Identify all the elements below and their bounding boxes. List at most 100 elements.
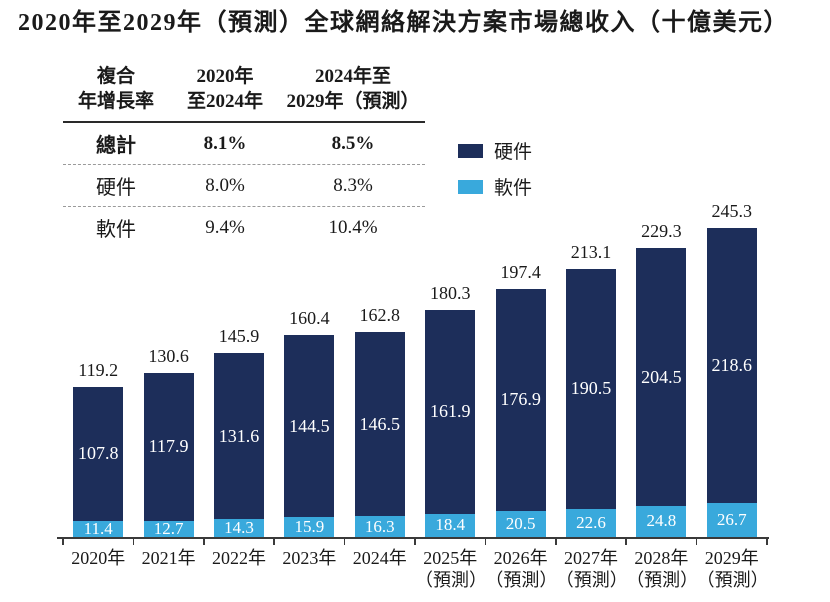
cagr-header-metric-line2: 年增長率 xyxy=(77,91,154,112)
legend-item-software: 軟件 xyxy=(458,173,532,200)
axis-tick xyxy=(766,537,768,545)
bar-segment-hardware: 117.9 xyxy=(143,372,194,521)
x-axis-label: 2022年 xyxy=(204,547,274,569)
x-axis-label: 2025年 （預測） xyxy=(415,547,487,591)
bar-segment-hardware: 144.5 xyxy=(284,335,335,517)
chart-title: 2020年至2029年（預測）全球網絡解決方案市場總收入（十億美元） xyxy=(18,10,789,36)
bar-total-label: 160.4 xyxy=(289,308,330,329)
table-row-hardware: 硬件 8.0% 8.3% xyxy=(63,165,425,207)
axis-tick xyxy=(414,537,416,545)
x-axis-label-year: 2028年 xyxy=(634,548,689,568)
bar-total-label: 197.4 xyxy=(500,261,541,282)
bar-total-label: 130.6 xyxy=(148,345,189,366)
x-axis-label-forecast: （預測） xyxy=(485,570,558,590)
bar-segment-software: 14.3 xyxy=(214,518,264,537)
bar-segment-hardware: 131.6 xyxy=(214,353,264,519)
x-axis-label-forecast: （預測） xyxy=(555,570,628,590)
bar-total-label: 180.3 xyxy=(429,283,471,304)
axis-tick xyxy=(555,537,557,545)
x-axis-label-year: 2029年 xyxy=(704,548,759,568)
x-axis-label: 2028年 （預測） xyxy=(626,547,699,591)
x-axis-label: 2020年 xyxy=(63,547,133,569)
x-axis-label: 2023年 xyxy=(274,547,344,569)
hardware-swatch-icon xyxy=(458,143,483,158)
bar-segment-software: 11.4 xyxy=(73,519,124,538)
cagr-header-metric-line1: 複合 xyxy=(96,66,135,87)
x-axis-label-year: 2023年 xyxy=(282,548,337,568)
bar-total-label: 229.3 xyxy=(641,221,682,242)
row-label: 軟件 xyxy=(96,219,136,241)
x-axis-label: 2024年 xyxy=(345,547,415,569)
cagr-header-period2-line2: 2029年（預測） xyxy=(286,91,420,112)
legend-item-hardware: 硬件 xyxy=(458,137,532,164)
axis-tick xyxy=(273,537,275,545)
bar-segment-software: 18.4 xyxy=(425,513,476,537)
x-axis-label: 2021年 xyxy=(133,547,203,569)
bar-segment-hardware: 190.5 xyxy=(566,268,616,509)
table-cell: 8.1% xyxy=(203,132,247,154)
table-cell: 8.3% xyxy=(333,174,373,196)
axis-tick xyxy=(484,537,487,545)
x-axis-label-forecast: （預測） xyxy=(696,570,769,590)
bar-segment-software: 22.6 xyxy=(566,508,616,537)
axis-tick xyxy=(203,537,205,545)
table-cell: 10.4% xyxy=(328,216,378,238)
bar-segment-software: 15.9 xyxy=(284,516,335,537)
bar-segment-hardware: 204.5 xyxy=(636,248,687,506)
axis-tick xyxy=(343,537,346,545)
x-axis-label-year: 2022年 xyxy=(211,548,266,568)
x-axis-label-forecast: （預測） xyxy=(415,570,487,590)
x-axis-line xyxy=(57,537,769,539)
bar-total-label: 119.2 xyxy=(78,359,119,380)
legend-label: 軟件 xyxy=(494,178,533,199)
x-axis-label: 2026年 （預測） xyxy=(485,547,558,591)
bar-total-label: 162.8 xyxy=(359,305,401,326)
bar-segment-software: 26.7 xyxy=(706,503,757,537)
cagr-header-metric: 複合 年增長率 xyxy=(63,64,169,114)
bar-segment-software: 20.5 xyxy=(495,511,546,537)
bar-segment-hardware: 146.5 xyxy=(354,332,405,517)
x-axis-label-year: 2024年 xyxy=(352,548,407,568)
bar-total-label: 145.9 xyxy=(218,326,260,347)
x-axis-label-year: 2021年 xyxy=(141,548,196,568)
table-row-software: 軟件 9.4% 10.4% xyxy=(63,207,425,248)
table-row-total: 總計 8.1% 8.5% xyxy=(63,123,425,165)
table-cell: 8.5% xyxy=(331,132,375,154)
x-axis-label-year: 2020年 xyxy=(71,548,126,568)
x-axis-label-year: 2025年 xyxy=(423,548,478,568)
x-axis-label-year: 2027年 xyxy=(563,548,618,568)
x-axis-label-forecast: （預測） xyxy=(626,570,699,590)
x-axis-label: 2027年 （預測） xyxy=(555,547,628,591)
row-label: 硬件 xyxy=(96,177,136,199)
x-axis-label-year: 2026年 xyxy=(493,548,548,568)
bar-segment-software: 24.8 xyxy=(636,505,687,537)
table-cell: 9.4% xyxy=(205,216,245,238)
bar-segment-hardware: 176.9 xyxy=(495,288,546,512)
chart-legend: 硬件 軟件 xyxy=(458,137,532,200)
axis-tick xyxy=(62,537,64,545)
bar-segment-software: 12.7 xyxy=(143,519,194,538)
table-cell: 8.0% xyxy=(205,174,245,196)
axis-tick xyxy=(695,537,698,545)
software-swatch-icon xyxy=(458,179,483,194)
x-axis-label: 2029年 （預測） xyxy=(696,547,769,591)
bar-segment-hardware: 107.8 xyxy=(73,386,124,521)
cagr-header-period1-line1: 2020年 xyxy=(196,66,254,87)
bar-segment-hardware: 218.6 xyxy=(706,228,757,504)
bar-total-label: 213.1 xyxy=(570,241,612,262)
bar-segment-hardware: 161.9 xyxy=(425,310,476,514)
bar-segment-software: 16.3 xyxy=(354,516,405,537)
cagr-header-period2-line1: 2024年至 xyxy=(314,66,391,87)
cagr-table: 複合 年增長率 2020年 至2024年 2024年至 2029年（預測） 總計… xyxy=(63,64,425,248)
cagr-header-period1-line2: 至2024年 xyxy=(186,91,263,112)
cagr-header-period2: 2024年至 2029年（預測） xyxy=(281,64,425,114)
axis-tick xyxy=(132,537,135,545)
axis-tick xyxy=(625,537,627,545)
row-label: 總計 xyxy=(96,135,136,157)
cagr-header-period1: 2020年 至2024年 xyxy=(169,64,281,114)
legend-label: 硬件 xyxy=(494,142,533,163)
cagr-table-header: 複合 年增長率 2020年 至2024年 2024年至 2029年（預測） xyxy=(63,64,425,123)
bar-total-label: 245.3 xyxy=(711,201,753,222)
